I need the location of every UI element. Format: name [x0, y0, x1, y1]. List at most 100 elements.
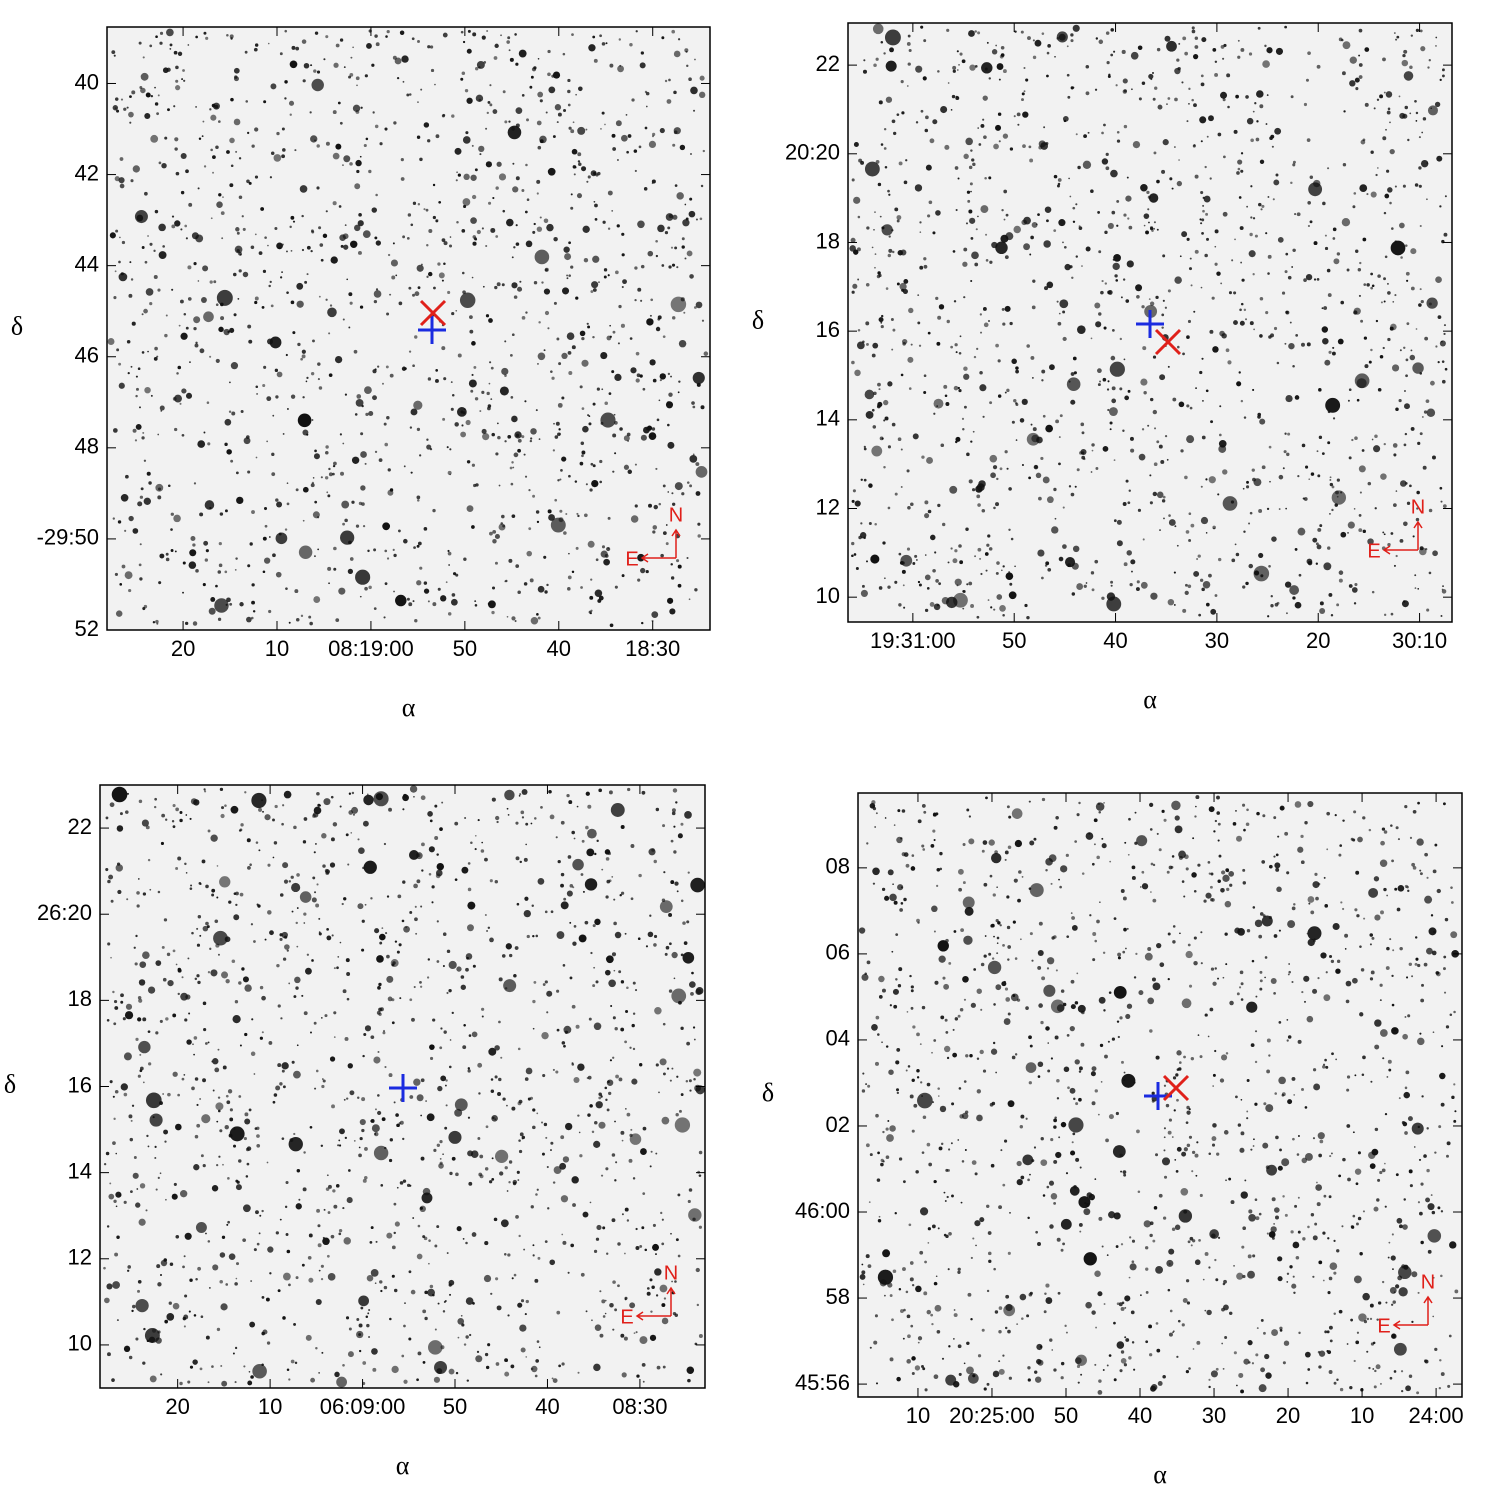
star [466, 460, 471, 464]
star [1381, 827, 1386, 831]
star [537, 585, 545, 593]
star [577, 160, 581, 163]
y-tick-label: 22 [68, 814, 92, 839]
star [426, 244, 429, 247]
star [1083, 457, 1086, 461]
star [544, 268, 548, 272]
star [575, 296, 579, 300]
star [917, 294, 920, 296]
star [209, 108, 212, 111]
star [1181, 880, 1185, 883]
star [954, 549, 958, 553]
star [968, 30, 975, 37]
star [695, 465, 708, 478]
star [902, 1267, 906, 1271]
star [896, 1048, 901, 1052]
star [610, 1004, 613, 1007]
star [1376, 98, 1380, 101]
star [1316, 544, 1322, 550]
star [593, 200, 596, 203]
star [1443, 967, 1446, 971]
star [423, 527, 428, 531]
star [374, 124, 379, 129]
star [1285, 310, 1289, 314]
star [1329, 1339, 1333, 1343]
star [1331, 490, 1347, 505]
star [544, 590, 548, 594]
star [414, 335, 418, 339]
star [1432, 550, 1438, 557]
star [1222, 57, 1225, 60]
star [1081, 872, 1085, 875]
star [1152, 898, 1157, 903]
star [1183, 895, 1186, 898]
star [221, 1235, 226, 1239]
star [1339, 844, 1343, 847]
star [1197, 554, 1201, 558]
star [1324, 1058, 1327, 1062]
star [661, 36, 665, 40]
star [976, 1114, 983, 1122]
star [646, 1291, 651, 1296]
star [521, 788, 528, 795]
star [349, 301, 353, 305]
star [195, 569, 199, 573]
star [1416, 490, 1420, 495]
star [524, 896, 529, 901]
star [187, 44, 190, 46]
x-tick-label: 06:09:00 [320, 1394, 406, 1419]
star [595, 980, 599, 984]
star [511, 514, 516, 519]
star [180, 992, 189, 1001]
star [1353, 602, 1357, 605]
star [972, 488, 976, 492]
star [560, 820, 565, 825]
star [510, 482, 514, 486]
star [281, 1062, 289, 1070]
star [592, 464, 596, 468]
star [138, 998, 143, 1003]
star [1387, 282, 1389, 285]
star [268, 284, 271, 288]
star [377, 365, 380, 368]
star [482, 433, 490, 441]
star [428, 271, 433, 277]
star [529, 85, 533, 89]
star [258, 251, 263, 255]
star [205, 921, 209, 926]
star [600, 1174, 604, 1177]
star [1113, 50, 1116, 53]
star [127, 792, 129, 795]
star [1160, 459, 1165, 464]
star [1040, 142, 1049, 150]
star [587, 1075, 592, 1080]
star [1130, 51, 1139, 60]
star [318, 917, 321, 920]
star [465, 1335, 469, 1339]
star [1162, 299, 1165, 302]
star [465, 419, 471, 426]
star [409, 1095, 414, 1099]
star [960, 1201, 963, 1204]
star [677, 391, 680, 394]
star [1001, 307, 1005, 311]
star [1274, 1207, 1280, 1213]
star [517, 590, 521, 595]
star [174, 427, 178, 432]
star [1383, 211, 1387, 215]
star [303, 922, 306, 924]
star [1017, 898, 1021, 903]
star [202, 583, 206, 587]
star [417, 203, 421, 206]
star [362, 524, 366, 528]
star [1370, 150, 1374, 154]
star [1323, 994, 1331, 1002]
star [393, 121, 397, 125]
star [270, 304, 274, 308]
star [1275, 47, 1284, 55]
star [874, 522, 877, 526]
star [1242, 803, 1246, 807]
star [1208, 1385, 1211, 1389]
star [499, 386, 509, 396]
